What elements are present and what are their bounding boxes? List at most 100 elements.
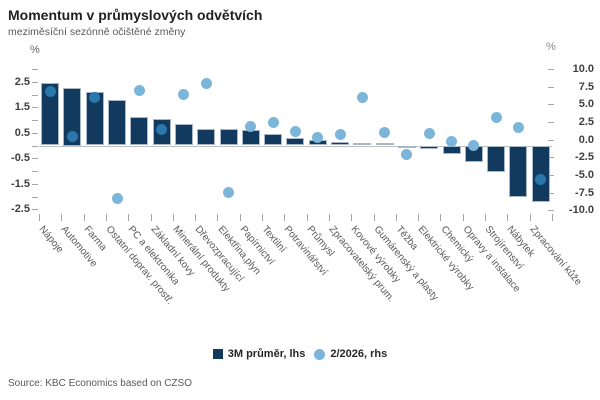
- right-axis-tick-label: 2.5: [578, 116, 594, 129]
- dot: [512, 121, 524, 133]
- right-axis-tick-label: 0.0: [578, 133, 594, 146]
- bar-series-label: 3M průměr, lhs: [227, 348, 306, 360]
- left-axis-tick: [32, 107, 38, 109]
- zero-gridline: [39, 145, 552, 147]
- x-axis-tick: [128, 214, 130, 221]
- left-axis-tick: [32, 81, 38, 83]
- bar: [41, 83, 60, 146]
- bar: [420, 145, 439, 150]
- left-axis-tick: [32, 94, 38, 96]
- dot: [200, 77, 212, 89]
- dot: [535, 173, 547, 185]
- x-axis-tick: [462, 214, 464, 221]
- legend: 3M průměr, lhs 2/2026, rhs: [0, 348, 600, 360]
- right-axis-tick-label: -10.0: [568, 204, 594, 217]
- right-axis-tick: [548, 69, 554, 71]
- dot: [401, 149, 413, 160]
- right-axis-tick-label: 5.0: [578, 98, 594, 111]
- x-axis-tick: [306, 214, 308, 221]
- dot: [490, 112, 502, 124]
- x-axis-tick: [529, 214, 531, 221]
- x-axis-tick: [83, 214, 85, 221]
- dot: [178, 89, 190, 101]
- x-axis-tick: [262, 214, 263, 221]
- x-axis-tick: [373, 214, 375, 221]
- left-axis-tick-label: 2.5: [14, 75, 30, 88]
- x-axis-tick: [195, 214, 197, 221]
- bar: [487, 145, 506, 173]
- dot: [334, 128, 346, 140]
- left-axis-tick: [32, 132, 38, 134]
- dot: [223, 187, 235, 199]
- dot: [312, 132, 324, 144]
- dot: [111, 193, 123, 205]
- right-axis-tick-label: -2.5: [575, 151, 594, 164]
- bar: [286, 137, 305, 146]
- dot-series-swatch: [314, 348, 326, 360]
- right-axis-unit-label: %: [546, 41, 556, 53]
- x-axis-tick: [217, 214, 219, 221]
- left-axis-tick: [32, 209, 38, 211]
- bar: [241, 130, 260, 146]
- dot: [289, 125, 301, 137]
- right-axis-tick-label: 10.0: [572, 63, 594, 76]
- x-axis-tick: [328, 214, 330, 221]
- left-axis-tick: [32, 171, 38, 172]
- left-axis-tick: [32, 196, 38, 198]
- bar: [375, 142, 394, 146]
- right-axis-tick-label: 7.5: [578, 80, 594, 93]
- right-axis-tick: [548, 122, 554, 124]
- dot: [133, 84, 145, 96]
- x-axis-tick: [485, 214, 486, 221]
- bar: [108, 99, 127, 146]
- x-axis-tick: [351, 214, 353, 221]
- bar: [197, 128, 216, 146]
- bar: [174, 123, 193, 146]
- bar: [264, 134, 283, 146]
- dot: [446, 136, 458, 148]
- legend-item-bars: 3M průměr, lhs: [212, 348, 306, 360]
- chart-title: Momentum v průmyslových odvětvích: [8, 7, 263, 23]
- left-axis-tick-label: -1.5: [11, 177, 30, 190]
- left-axis-tick: [32, 158, 38, 160]
- source-note: Source: KBC Economics based on CZSO: [8, 378, 192, 389]
- chart-subtitle: meziměsíční sezónně očištěné změny: [8, 26, 186, 38]
- dot-series-label: 2/2026, rhs: [330, 348, 388, 360]
- dot: [356, 91, 368, 103]
- bar: [397, 145, 416, 149]
- right-axis-tick: [548, 157, 554, 159]
- left-axis-tick: [32, 69, 38, 70]
- right-axis-tick: [548, 86, 554, 88]
- left-axis-unit-label: %: [30, 44, 40, 56]
- x-axis-tick: [105, 214, 107, 221]
- x-axis-tick: [395, 214, 397, 221]
- right-axis-tick: [548, 210, 554, 212]
- left-axis-tick-label: 1.5: [14, 101, 30, 114]
- x-axis-tick: [239, 214, 241, 221]
- left-axis-tick: [32, 120, 38, 121]
- bar: [63, 88, 82, 146]
- category-label: Zpracování kůže: [527, 224, 584, 288]
- x-axis-tick: [551, 214, 553, 221]
- right-axis-tick: [548, 174, 554, 176]
- x-axis-tick: [39, 214, 40, 221]
- dot: [44, 86, 56, 98]
- legend-item-dots: 2/2026, rhs: [314, 348, 387, 360]
- right-axis-tick-label: -5.0: [575, 168, 594, 181]
- x-axis-tick: [150, 214, 152, 221]
- x-axis-tick: [172, 214, 174, 221]
- bar: [331, 141, 350, 146]
- dot: [468, 139, 480, 151]
- bar: [219, 128, 238, 146]
- bar: [353, 142, 372, 146]
- dot: [66, 131, 78, 143]
- right-axis-tick: [548, 192, 554, 194]
- x-axis-tick: [61, 214, 63, 221]
- bar: [130, 117, 149, 146]
- x-axis-tick: [507, 214, 509, 221]
- dot: [423, 127, 435, 139]
- left-axis-tick-label: -0.5: [11, 152, 30, 165]
- dot: [245, 120, 257, 132]
